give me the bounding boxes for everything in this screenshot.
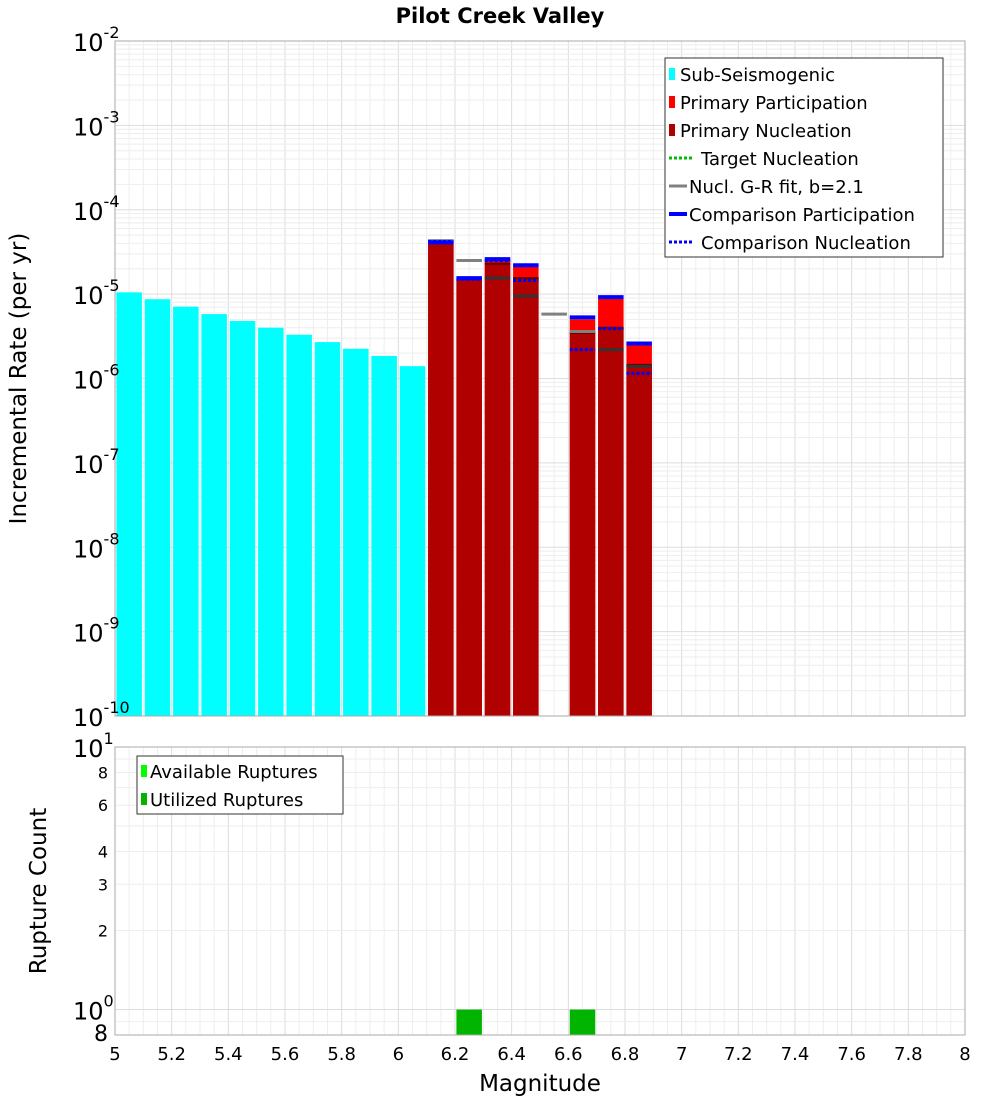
bar-utilized-ruptures [456, 1009, 482, 1035]
bar-sub-seismogenic [343, 348, 369, 716]
x-tick-label: 6.8 [611, 1044, 640, 1065]
bar-sub-seismogenic [371, 355, 397, 716]
legend-label: Nucl. G-R fit, b=2.1 [689, 177, 864, 198]
y-tick-label-bottom-minor: 6 [98, 796, 108, 815]
x-tick-label: 6.4 [497, 1044, 526, 1065]
legend-layer: Sub-Seismogenic Primary Participation Prim… [136, 57, 944, 815]
y-tick-label-top: 10-8 [73, 529, 120, 563]
bar-utilized-ruptures [569, 1009, 596, 1035]
x-tick-label: 6.2 [441, 1044, 470, 1065]
x-tick-label: 5.2 [157, 1044, 186, 1065]
bar-primary-nucleation [456, 279, 482, 716]
bar-sub-seismogenic [229, 321, 256, 716]
y-tick-label-top: 10-5 [73, 276, 120, 310]
y-axis-label-top: Incremental Rate (per yr) [6, 233, 32, 525]
bar-sub-seismogenic [258, 327, 284, 716]
bar-primary-nucleation [569, 332, 596, 716]
bars-layer [116, 243, 652, 1035]
lines-layer [428, 239, 652, 375]
legend-label: Primary Participation [680, 93, 868, 114]
legend-label: Sub-Seismogenic [680, 65, 835, 86]
x-tick-label: 6.6 [554, 1044, 583, 1065]
y-tick-label-bottom-minor: 4 [98, 842, 108, 861]
legend-swatch-primary-nucleation [669, 124, 675, 136]
x-tick-label: 7.6 [837, 1044, 866, 1065]
bar-sub-seismogenic [314, 342, 341, 716]
y-tick-label-top: 10-9 [73, 614, 120, 648]
y-tick-label-bottom-minor: 2 [98, 922, 108, 941]
bar-sub-seismogenic [173, 306, 199, 716]
plot-frame-bottom [114, 746, 966, 1036]
y-tick-label-top: 10-4 [73, 192, 120, 226]
bar-sub-seismogenic [116, 292, 142, 716]
x-axis-label: Magnitude [479, 1071, 601, 1097]
y-tick-label-bottom-major: 101 [73, 729, 114, 763]
x-tick-label: 5 [109, 1044, 120, 1065]
legend-label: Comparison Nucleation [701, 233, 911, 254]
bar-primary-nucleation [513, 278, 539, 716]
bar-primary-nucleation [428, 243, 454, 717]
legend-box-top [664, 57, 944, 258]
legend-swatch-available-ruptures [141, 765, 147, 777]
legend-label: Comparison Participation [689, 205, 915, 226]
x-tick-label: 5.8 [327, 1044, 356, 1065]
x-tick-label: 5.4 [214, 1044, 243, 1065]
x-tick-label: 5.6 [271, 1044, 300, 1065]
y-tick-label-top: 10-10 [73, 698, 130, 732]
legend-label: Primary Nucleation [680, 121, 852, 142]
legend-swatch-primary-participation [669, 96, 675, 108]
legend-box-bottom [136, 755, 344, 815]
text-layer: Pilot Creek Valley 10-2 10-3 10-4 10-5 10-6 10… [6, 4, 971, 1097]
legend-label: Available Ruptures [150, 762, 318, 783]
y-tick-label-top: 10-2 [73, 23, 120, 57]
x-tick-label: 8 [959, 1044, 970, 1065]
y-tick-label-top: 10-3 [73, 107, 120, 141]
legend-label: Target Nucleation [700, 149, 859, 170]
y-tick-label-bottom-minor: 8 [94, 1022, 108, 1047]
y-tick-label-top: 10-6 [73, 361, 120, 395]
y-tick-label-top: 10-7 [73, 445, 120, 479]
bar-primary-nucleation [484, 263, 511, 716]
y-tick-label-bottom-minor: 8 [98, 763, 108, 782]
bar-primary-nucleation [598, 327, 624, 716]
legend-swatch-sub-seismogenic [669, 68, 675, 80]
bar-sub-seismogenic [201, 314, 227, 716]
legend-label: Utilized Ruptures [150, 790, 303, 811]
bar-sub-seismogenic [286, 334, 312, 716]
bar-sub-seismogenic [144, 299, 171, 716]
x-tick-label: 7 [676, 1044, 687, 1065]
bar-sub-seismogenic [399, 366, 426, 716]
x-tick-label: 7.8 [894, 1044, 923, 1065]
chart-title: Pilot Creek Valley [396, 4, 605, 28]
plot-frame-top [114, 40, 966, 717]
frame-layer [114, 40, 966, 1036]
x-tick-label: 7.2 [724, 1044, 753, 1065]
y-tick-label-bottom-major: 100 [73, 992, 114, 1026]
x-tick-label: 7.4 [781, 1044, 810, 1065]
y-axis-label-bottom: Rupture Count [26, 808, 52, 974]
y-tick-label-bottom-minor: 3 [98, 875, 108, 894]
legend-swatch-utilized-ruptures [141, 793, 147, 805]
x-tick-label: 6 [393, 1044, 404, 1065]
bar-primary-nucleation [626, 364, 652, 716]
